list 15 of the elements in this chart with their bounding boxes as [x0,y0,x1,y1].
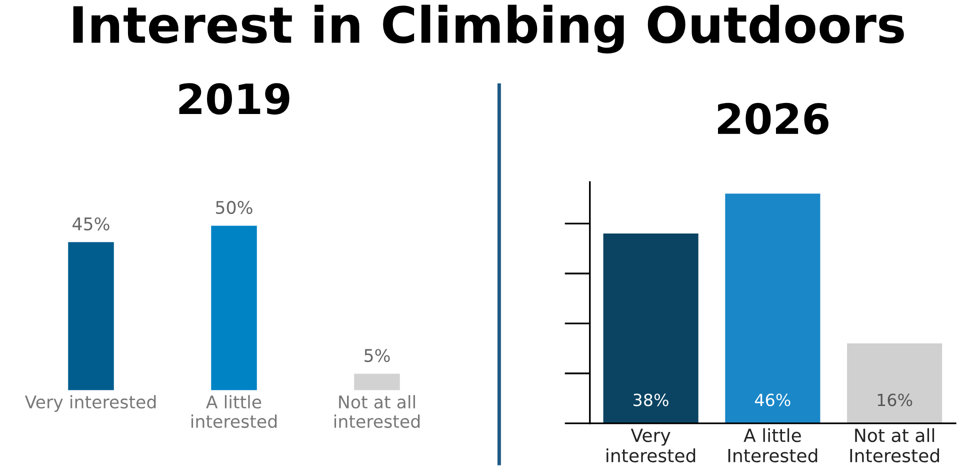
x-tick-label: Very interested [24,395,156,412]
x-tick-label: Not at all Interested [850,428,939,462]
chart-title: 2026 [718,102,828,134]
data-label: 50% [216,200,252,214]
x-tick-label: A little interested [191,395,277,428]
data-label: 16% [878,394,912,406]
data-label: 46% [754,394,790,406]
data-label: 45% [72,217,110,230]
data-label: 38% [634,394,668,406]
x-tick-label: Very interested [606,428,696,462]
x-tick-label: Not at all interested [334,395,420,428]
chart-title: 2019 [179,83,290,115]
data-label: 5% [364,348,390,362]
text: Interest in Climbing Outdoors [73,4,904,54]
x-tick-label: A little Interested [728,428,818,462]
